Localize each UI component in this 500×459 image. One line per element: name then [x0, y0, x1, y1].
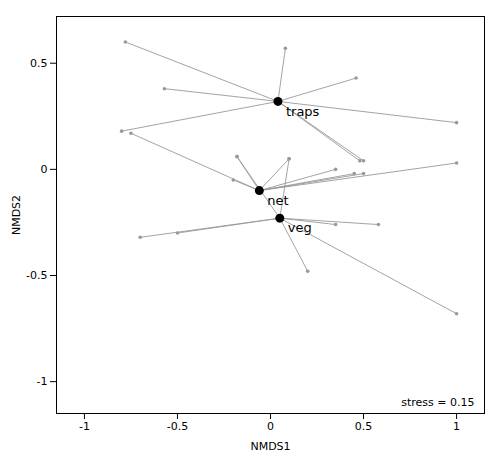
svg-text:0.5: 0.5 [30, 57, 48, 70]
svg-text:NMDS1: NMDS1 [250, 440, 290, 453]
svg-text:-1: -1 [79, 420, 90, 433]
svg-text:-0.5: -0.5 [167, 420, 188, 433]
svg-text:net: net [267, 193, 288, 208]
svg-text:1: 1 [453, 420, 460, 433]
svg-text:-0.5: -0.5 [26, 269, 47, 282]
svg-text:0: 0 [41, 163, 48, 176]
svg-text:traps: traps [286, 104, 320, 119]
svg-text:-1: -1 [37, 375, 48, 388]
svg-text:stress = 0.15: stress = 0.15 [401, 396, 474, 409]
svg-text:veg: veg [288, 220, 312, 235]
svg-text:0: 0 [267, 420, 274, 433]
svg-text:0.5: 0.5 [355, 420, 373, 433]
svg-text:NMDS2: NMDS2 [10, 195, 23, 235]
